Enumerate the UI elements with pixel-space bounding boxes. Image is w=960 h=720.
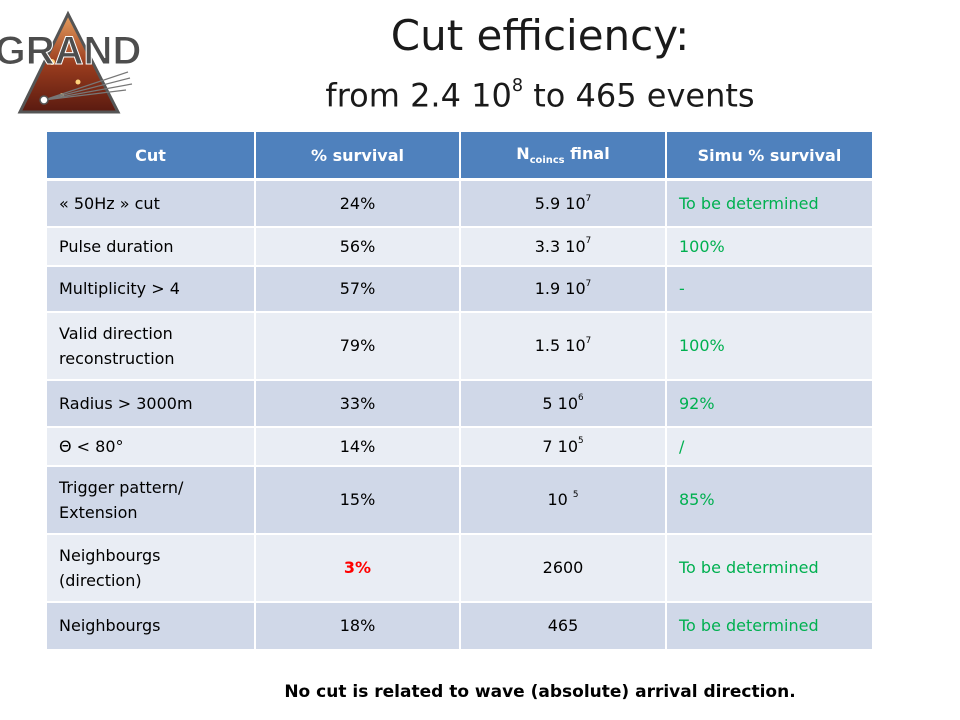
- cell-n-exp: 7: [585, 236, 592, 247]
- cell-simu: /: [666, 426, 874, 467]
- cell-simu: -: [666, 265, 874, 313]
- table-header-row: Cut % survival Ncoincs final Simu % surv…: [47, 132, 874, 181]
- logo-text: GRAND: [0, 29, 140, 73]
- cell-n-base: 5 10: [542, 393, 578, 413]
- cell-n-final: 5 106: [460, 379, 667, 428]
- cell-simu: 85%: [666, 465, 874, 535]
- cell-n-base: 1.5 10: [534, 336, 586, 355]
- cell-n-exp: 7: [585, 193, 592, 204]
- grand-logo: GRAND: [0, 10, 140, 114]
- cell-cut: Pulse duration: [47, 226, 256, 267]
- table-row: Neighbourgs (direction) 3% 2600 To be de…: [47, 533, 874, 603]
- cell-cut: Radius > 3000m: [47, 379, 256, 428]
- cell-simu: To be determined: [666, 533, 874, 603]
- cell-n-base: 2600: [542, 558, 584, 577]
- cell-n-base: 5.9 10: [534, 193, 586, 213]
- cell-n-final: 7 105: [460, 426, 667, 467]
- cell-n-final: 10 5: [460, 465, 667, 535]
- header-n-final: Ncoincs final: [460, 132, 667, 181]
- cell-n-exp: 6: [578, 393, 584, 404]
- cell-n-base: 1.9 10: [534, 279, 586, 298]
- table-row: Pulse duration 56% 3.3 107 100%: [47, 226, 874, 267]
- cell-simu: 100%: [666, 311, 874, 381]
- cell-n-base: 7 10: [542, 436, 578, 456]
- cell-survival: 56%: [255, 226, 461, 267]
- cell-simu: 92%: [666, 379, 874, 428]
- table-row: « 50Hz » cut 24% 5.9 107 To be determine…: [47, 179, 874, 228]
- cell-survival: 24%: [255, 179, 461, 228]
- header-n-main: N: [516, 143, 530, 163]
- cell-survival: 79%: [255, 311, 461, 381]
- header-n-sub: coincs: [529, 155, 565, 167]
- cell-survival: 18%: [255, 601, 461, 651]
- table-row: Trigger pattern/ Extension 15% 10 5 85%: [47, 465, 874, 535]
- footer-note: No cut is related to wave (absolute) arr…: [284, 682, 796, 702]
- cell-cut: Valid direction reconstruction: [47, 311, 256, 381]
- header-simu: Simu % survival: [666, 132, 874, 181]
- cell-cut: Neighbourgs: [47, 601, 256, 651]
- table-row: Θ < 80° 14% 7 105 /: [47, 426, 874, 467]
- header-n-rest: final: [564, 143, 610, 163]
- cell-cut: Θ < 80°: [47, 426, 256, 467]
- cell-n-final: 2600: [460, 533, 667, 603]
- subtitle-prefix: from 2.4 10: [325, 76, 512, 115]
- cell-n-final: 1.9 107: [460, 265, 667, 313]
- cell-cut: Trigger pattern/ Extension: [47, 465, 256, 535]
- table-row: Radius > 3000m 33% 5 106 92%: [47, 379, 874, 428]
- header-cut: Cut: [47, 132, 256, 181]
- cut-efficiency-table: Cut % survival Ncoincs final Simu % surv…: [47, 132, 874, 651]
- cell-survival: 3%: [255, 533, 461, 603]
- cell-survival: 15%: [255, 465, 461, 535]
- cell-simu: 100%: [666, 226, 874, 267]
- cell-cut: « 50Hz » cut: [47, 179, 256, 228]
- cell-survival: 57%: [255, 265, 461, 313]
- cell-cut: Multiplicity > 4: [47, 265, 256, 313]
- cell-n-final: 3.3 107: [460, 226, 667, 267]
- cell-n-exp: 7: [585, 278, 592, 289]
- table-row: Neighbourgs 18% 465 To be determined: [47, 601, 874, 651]
- page-title: Cut efficiency:: [390, 11, 690, 60]
- page-subtitle: from 2.4 108 to 465 events: [250, 66, 830, 120]
- cell-n-exp: 5: [578, 436, 584, 447]
- cell-simu: To be determined: [666, 601, 874, 651]
- cell-n-exp: 7: [585, 335, 592, 346]
- cell-n-base: 3.3 10: [534, 236, 586, 256]
- cell-simu: To be determined: [666, 179, 874, 228]
- table-row: Multiplicity > 4 57% 1.9 107 -: [47, 265, 874, 313]
- cell-n-base: 10: [547, 490, 573, 509]
- cell-n-final: 5.9 107: [460, 179, 667, 228]
- cell-n-base: 465: [547, 616, 579, 635]
- table-row: Valid direction reconstruction 79% 1.5 1…: [47, 311, 874, 381]
- cell-n-final: 1.5 107: [460, 311, 667, 381]
- subtitle-suffix: to 465 events: [523, 76, 755, 115]
- cell-survival: 14%: [255, 426, 461, 467]
- cell-cut: Neighbourgs (direction): [47, 533, 256, 603]
- cell-n-exp: 5: [572, 489, 579, 500]
- subtitle-exponent: 8: [511, 76, 524, 97]
- header-survival: % survival: [255, 132, 461, 181]
- cell-survival: 33%: [255, 379, 461, 428]
- cell-n-final: 465: [460, 601, 667, 651]
